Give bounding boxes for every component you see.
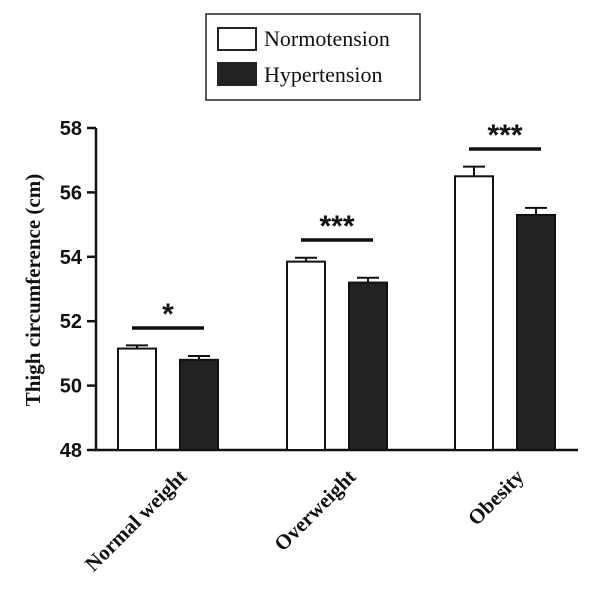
bar-hypertension (348, 281, 388, 451)
y-ticks: 48 50 52 54 56 58 (60, 118, 96, 462)
significance-label: * (162, 298, 174, 331)
legend-swatch-normotension (217, 27, 257, 51)
y-tick-label: 48 (60, 440, 82, 462)
significance-label: *** (319, 210, 354, 243)
bar-normotension (286, 260, 326, 451)
legend-label-hypertension: Hypertension (264, 62, 383, 87)
y-tick-label: 50 (60, 376, 82, 398)
bars (117, 165, 556, 452)
y-tick-label: 56 (60, 182, 82, 204)
bar-hypertension (516, 213, 556, 451)
bar-normotension (117, 347, 157, 452)
significance-label: *** (487, 119, 522, 152)
bar-normotension (454, 175, 494, 452)
bar-hypertension (179, 358, 219, 451)
category-label: Obesity (463, 464, 529, 530)
y-tick-label: 58 (60, 118, 82, 140)
legend-label-normotension: Normotension (264, 26, 390, 51)
y-axis-label: Thigh circumference (cm) (21, 174, 45, 407)
category-label: Overweight (269, 465, 360, 556)
y-tick-label: 52 (60, 311, 82, 333)
category-labels: Normal weight Overweight Obesity (80, 464, 529, 576)
legend: Normotension Hypertension (205, 13, 421, 101)
category-label: Normal weight (80, 465, 191, 576)
y-tick-label: 54 (60, 247, 83, 269)
significance-markers: ******* (132, 119, 541, 331)
legend-swatch-hypertension (217, 62, 257, 86)
